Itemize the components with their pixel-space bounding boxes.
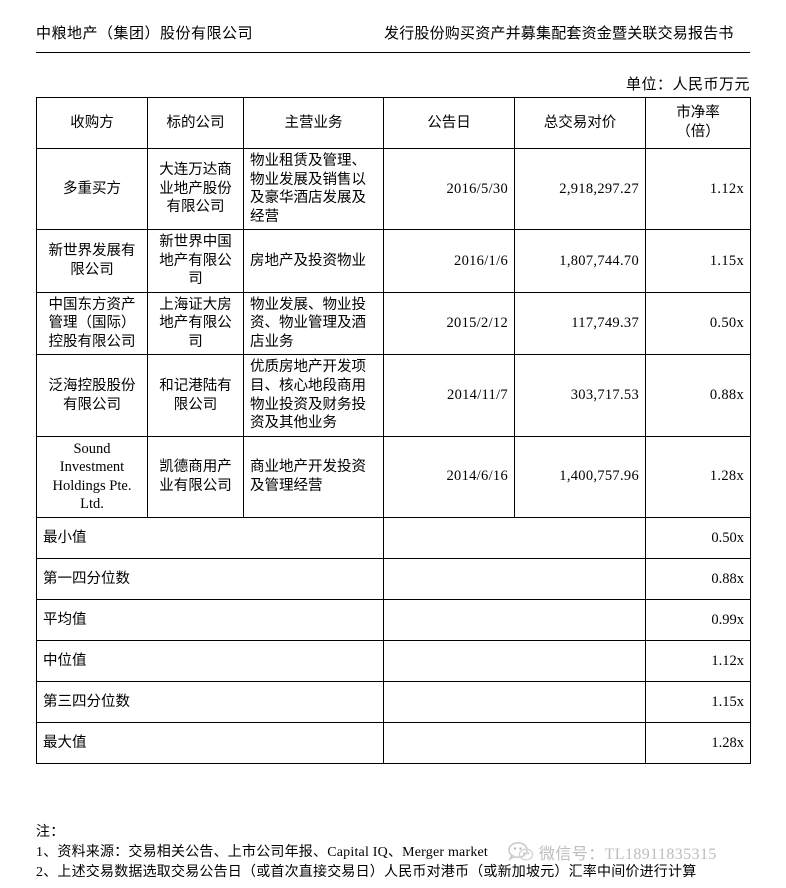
cell-consideration: 117,749.37 [514,291,646,356]
cell-consideration: 1,807,744.70 [514,229,646,293]
column-header-acquirer: 收购方 [36,97,148,149]
summary-label: 最大值 [36,721,384,764]
company-name: 中粮地产（集团）股份有限公司 [36,26,254,42]
summary-label: 第三四分位数 [36,680,384,723]
cell-pb-ratio: 0.88x [645,354,751,437]
summary-label: 第一四分位数 [36,557,384,600]
table-row: 新世界发展有限公司 新世界中国地产有限公司 房地产及投资物业 2016/1/6 … [36,229,751,293]
cell-announce-date: 2014/11/7 [383,354,515,437]
page-running-header: 中粮地产（集团）股份有限公司 发行股份购买资产并募集配套资金暨关联交易报告书 [36,22,750,53]
table-row: 泛海控股股份有限公司 和记港陆有限公司 优质房地产开发项目、核心地段商用物业投资… [36,354,751,437]
summary-spacer [383,598,646,641]
cell-target: 凯德商用产业有限公司 [147,435,244,518]
cell-pb-ratio: 1.12x [645,147,751,231]
cell-consideration: 303,717.53 [514,354,646,437]
summary-value: 1.28x [645,721,751,764]
footnotes: 注： 1、资料来源：交易相关公告、上市公司年报、Capital IQ、Merge… [36,823,776,883]
cell-pb-ratio: 1.28x [645,435,751,518]
cell-business: 房地产及投资物业 [243,229,384,293]
column-header-consideration: 总交易对价 [514,97,646,149]
cell-acquirer: 中国东方资产管理（国际）控股有限公司 [36,291,148,356]
cell-consideration: 1,400,757.96 [514,435,646,518]
footnote-item-2: 2、上述交易数据选取交易公告日（或首次直接交易日）人民币对港币（或新加坡元）汇率… [36,864,697,880]
cell-pb-ratio: 1.15x [645,229,751,293]
summary-label: 中位值 [36,639,384,682]
cell-target: 新世界中国地产有限公司 [147,229,244,293]
summary-value: 1.12x [645,639,751,682]
summary-row-mean: 平均值 0.99x [36,598,751,641]
summary-spacer [383,680,646,723]
table-row: Sound Investment Holdings Pte. Ltd. 凯德商用… [36,435,751,518]
column-header-pb-ratio: 市净率 （倍） [645,97,751,149]
cell-acquirer: 多重买方 [36,147,148,231]
summary-row-min: 最小值 0.50x [36,516,751,559]
comparable-transactions-table: 收购方 标的公司 主营业务 公告日 总交易对价 市净率 （倍） 多重买方 大连万… [36,97,751,764]
comparable-transactions-table-wrapper: 收购方 标的公司 主营业务 公告日 总交易对价 市净率 （倍） 多重买方 大连万… [36,97,751,764]
cell-consideration: 2,918,297.27 [514,147,646,231]
cell-pb-ratio: 0.50x [645,291,751,356]
summary-value: 0.88x [645,557,751,600]
summary-spacer [383,721,646,764]
unit-note: 单位：人民币万元 [625,77,750,93]
summary-row-max: 最大值 1.28x [36,721,751,764]
column-header-pb-ratio-line1: 市净率 [676,105,720,122]
column-header-pb-ratio-line2: （倍） [676,124,720,140]
summary-label: 平均值 [36,598,384,641]
table-row: 多重买方 大连万达商业地产股份有限公司 物业租赁及管理、物业发展及销售以及豪华酒… [36,147,751,231]
cell-announce-date: 2015/2/12 [383,291,515,356]
cell-announce-date: 2016/1/6 [383,229,515,293]
column-header-business: 主营业务 [243,97,384,149]
cell-target: 上海证大房地产有限公司 [147,291,244,356]
cell-business: 物业租赁及管理、物业发展及销售以及豪华酒店发展及经营 [243,147,384,231]
cell-announce-date: 2014/6/16 [383,435,515,518]
summary-spacer [383,557,646,600]
summary-value: 1.15x [645,680,751,723]
summary-spacer [383,516,646,559]
summary-row-q1: 第一四分位数 0.88x [36,557,751,600]
summary-value: 0.99x [645,598,751,641]
cell-announce-date: 2016/5/30 [383,147,515,231]
column-header-announce-date: 公告日 [383,97,515,149]
column-header-target: 标的公司 [147,97,244,149]
summary-row-q3: 第三四分位数 1.15x [36,680,751,723]
table-row: 中国东方资产管理（国际）控股有限公司 上海证大房地产有限公司 物业发展、物业投资… [36,291,751,356]
footnote-item-1: 1、资料来源：交易相关公告、上市公司年报、Capital IQ、Merger m… [36,844,489,860]
cell-target: 大连万达商业地产股份有限公司 [147,147,244,231]
table-header-row: 收购方 标的公司 主营业务 公告日 总交易对价 市净率 （倍） [36,97,751,149]
summary-value: 0.50x [645,516,751,559]
cell-business: 优质房地产开发项目、核心地段商用物业投资及财务投资及其他业务 [243,354,384,437]
footnote-title: 注： [36,825,65,840]
summary-row-median: 中位值 1.12x [36,639,751,682]
summary-spacer [383,639,646,682]
summary-label: 最小值 [36,516,384,559]
cell-acquirer: 新世界发展有限公司 [36,229,148,293]
cell-acquirer: 泛海控股股份有限公司 [36,354,148,437]
cell-target: 和记港陆有限公司 [147,354,244,437]
cell-business: 商业地产开发投资及管理经营 [243,435,384,518]
cell-business: 物业发展、物业投资、物业管理及酒店业务 [243,291,384,356]
cell-acquirer: Sound Investment Holdings Pte. Ltd. [36,435,148,518]
report-title: 发行股份购买资产并募集配套资金暨关联交易报告书 [384,26,734,42]
